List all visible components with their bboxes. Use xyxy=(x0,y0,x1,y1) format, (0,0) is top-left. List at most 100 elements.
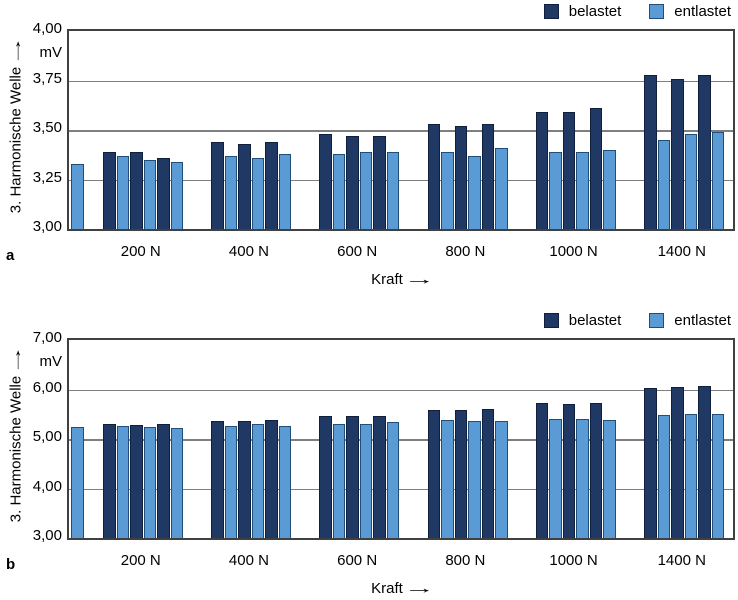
y-tick-label: 6,00 xyxy=(32,378,62,396)
x-tick-label: 400 N xyxy=(228,243,269,260)
y-tick-label: 3,75 xyxy=(32,69,62,87)
bar-entlastet-1000N-3 xyxy=(603,420,616,538)
bar-entlastet-1400N-3 xyxy=(711,413,724,538)
bar-entlastet-initial xyxy=(71,426,84,538)
bar-entlastet-600N-1 xyxy=(332,153,346,229)
bar-entlastet-1400N-3 xyxy=(711,131,724,229)
bar-belastet-400N-1 xyxy=(211,421,224,538)
bar-belastet-600N-3 xyxy=(373,135,386,229)
bar-belastet-1400N-1 xyxy=(644,74,657,229)
bar-belastet-200N-3 xyxy=(157,423,170,538)
bar-belastet-200N-3 xyxy=(157,157,170,229)
bar-entlastet-1000N-1 xyxy=(549,151,562,229)
x-tick-label: 1000 N xyxy=(549,243,598,260)
belastet-swatch-icon xyxy=(543,313,559,328)
bar-entlastet-400N-2 xyxy=(251,424,265,538)
bar-entlastet-400N-1 xyxy=(224,426,238,538)
bar-entlastet-800N-1 xyxy=(441,420,454,538)
bar-entlastet-200N-2 xyxy=(143,159,156,229)
x-tick-label: 200 N xyxy=(120,552,161,569)
y-tick-label: 3,00 xyxy=(32,527,62,544)
chart-panel-b: belastet entlastet 3. Harmonische Welle→… xyxy=(0,309,738,600)
x-tick-label: 1000 N xyxy=(549,552,598,569)
bar-belastet-200N-2 xyxy=(130,151,143,229)
bar-belastet-200N-2 xyxy=(130,425,143,538)
bar-entlastet-200N-2 xyxy=(143,426,156,538)
bar-entlastet-1000N-2 xyxy=(576,151,589,229)
x-axis-title: Kraft→ xyxy=(371,580,436,597)
bar-entlastet-200N-1 xyxy=(116,426,129,538)
right-arrow-icon: → xyxy=(403,271,436,288)
bar-entlastet-1400N-2 xyxy=(684,133,697,229)
bar-belastet-400N-3 xyxy=(265,420,278,538)
legend: belastet entlastet xyxy=(543,3,731,20)
gridline xyxy=(69,80,733,82)
plot-area-a xyxy=(67,29,735,231)
gridline xyxy=(69,179,733,181)
y-axis-unit: mV xyxy=(39,44,63,61)
bar-belastet-1000N-1 xyxy=(535,112,549,229)
bar-entlastet-400N-3 xyxy=(278,153,292,229)
legend-label-belastet: belastet xyxy=(568,3,622,20)
bar-entlastet-800N-2 xyxy=(468,155,481,229)
belastet-swatch-icon xyxy=(543,4,559,19)
bar-belastet-1400N-1 xyxy=(644,387,657,538)
y-axis-unit: mV xyxy=(39,353,63,370)
bar-belastet-400N-2 xyxy=(238,420,251,538)
x-tick-label: 200 N xyxy=(120,243,161,260)
bar-belastet-1000N-2 xyxy=(562,112,576,229)
bar-entlastet-600N-3 xyxy=(386,421,400,538)
bar-belastet-800N-3 xyxy=(481,409,495,538)
y-tick-label: 3,50 xyxy=(32,119,62,136)
bar-entlastet-600N-3 xyxy=(386,151,400,229)
bar-entlastet-400N-3 xyxy=(278,425,292,538)
entlastet-swatch-icon xyxy=(649,4,665,19)
bar-belastet-1400N-2 xyxy=(671,387,684,538)
bar-entlastet-initial xyxy=(71,163,84,229)
gridline xyxy=(69,130,733,132)
y-tick-label: 4,00 xyxy=(32,477,62,495)
legend-item-belastet: belastet xyxy=(543,312,622,329)
x-tick-label: 1400 N xyxy=(657,243,706,260)
legend-label-entlastet: entlastet xyxy=(674,3,731,20)
y-tick-label: 7,00 xyxy=(32,329,62,346)
panel-letter-b: b xyxy=(6,556,16,573)
plot-area-b xyxy=(67,338,735,540)
bar-belastet-600N-2 xyxy=(346,415,359,538)
gridline xyxy=(69,389,733,391)
bar-entlastet-1400N-1 xyxy=(657,414,670,538)
legend-item-belastet: belastet xyxy=(543,3,622,20)
bar-entlastet-400N-1 xyxy=(224,155,238,229)
bar-belastet-1400N-3 xyxy=(698,74,711,229)
x-axis-title: Kraft→ xyxy=(371,271,436,288)
right-arrow-icon: → xyxy=(403,580,436,597)
bar-belastet-1400N-2 xyxy=(671,78,684,229)
bar-belastet-400N-3 xyxy=(265,141,278,229)
legend-label-entlastet: entlastet xyxy=(674,312,731,329)
bar-belastet-1000N-3 xyxy=(589,108,603,229)
bar-belastet-800N-2 xyxy=(454,126,468,229)
bar-belastet-1400N-3 xyxy=(698,386,711,538)
legend: belastet entlastet xyxy=(543,312,731,329)
bar-belastet-400N-2 xyxy=(238,143,251,229)
bar-entlastet-800N-3 xyxy=(495,147,508,229)
legend-label-belastet: belastet xyxy=(568,312,622,329)
y-tick-label: 5,00 xyxy=(32,428,62,445)
gridline xyxy=(69,488,733,490)
bar-entlastet-1000N-3 xyxy=(603,149,616,229)
entlastet-swatch-icon xyxy=(649,313,665,328)
bar-belastet-600N-2 xyxy=(346,135,359,229)
bar-entlastet-200N-1 xyxy=(116,155,129,229)
bar-belastet-600N-3 xyxy=(373,415,386,538)
bar-entlastet-600N-1 xyxy=(332,423,346,538)
x-tick-label: 1400 N xyxy=(657,552,706,569)
x-tick-label: 600 N xyxy=(337,552,378,569)
y-tick-label: 3,00 xyxy=(32,218,62,235)
bar-entlastet-800N-1 xyxy=(441,151,454,229)
chart-panel-a: belastet entlastet 3. Harmonische Welle→… xyxy=(6,3,735,288)
bar-belastet-200N-1 xyxy=(103,424,116,538)
bar-entlastet-1400N-2 xyxy=(684,414,697,538)
x-tick-label: 400 N xyxy=(228,552,269,569)
y-tick-label: 3,25 xyxy=(32,168,62,186)
